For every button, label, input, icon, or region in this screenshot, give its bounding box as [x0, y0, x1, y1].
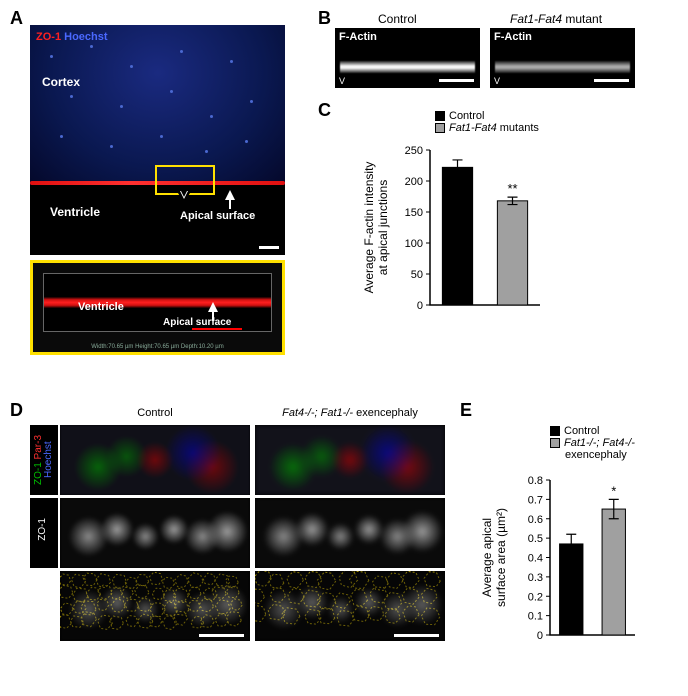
- zoom-apical-label: Apical surface: [163, 317, 231, 328]
- svg-text:0: 0: [417, 300, 423, 312]
- D-ctrl-merge: [60, 425, 250, 495]
- svg-text:0.6: 0.6: [528, 514, 543, 526]
- scalebar: [259, 246, 279, 249]
- svg-text:0.3: 0.3: [528, 572, 543, 584]
- apical-label: Apical surface: [180, 210, 255, 222]
- D-side-zo1: ZO-1: [30, 498, 58, 568]
- svg-text:200: 200: [405, 176, 423, 188]
- svg-text:0.8: 0.8: [528, 475, 543, 487]
- stain-label: ZO-1 Hoechst: [36, 31, 108, 43]
- svg-text:Average apicalsurface area (µm: Average apicalsurface area (µm²): [480, 508, 508, 607]
- D-side-merge: ZO-1 Par-3 Hoechst: [30, 425, 58, 495]
- cortex-label: Cortex: [42, 75, 80, 89]
- D-mut-zo1: [255, 498, 445, 568]
- scalebar: [394, 634, 439, 637]
- svg-text:0: 0: [537, 630, 543, 642]
- svg-text:150: 150: [405, 207, 423, 219]
- v-label: V: [494, 76, 500, 86]
- D-mut-merge: [255, 425, 445, 495]
- factin-label: F-Actin: [494, 31, 532, 43]
- D-mut-trace: [255, 571, 445, 641]
- E-legend: Control Fat1-/-; Fat4-/- exencephaly: [550, 425, 635, 461]
- panel-A-label: A: [10, 8, 23, 29]
- D-control-title: Control: [60, 407, 250, 419]
- B-control-image: F-Actin V: [335, 28, 480, 88]
- svg-text:0.1: 0.1: [528, 611, 543, 623]
- panel-B-label: B: [318, 8, 331, 29]
- panel-E-label: E: [460, 400, 472, 421]
- svg-text:0.5: 0.5: [528, 533, 543, 545]
- svg-text:0.7: 0.7: [528, 494, 543, 506]
- B-mutant-image: F-Actin V: [490, 28, 635, 88]
- D-ctrl-zo1: [60, 498, 250, 568]
- B-control-title: Control: [378, 12, 417, 26]
- svg-text:**: **: [507, 181, 517, 196]
- B-mutant-title: Fat1-Fat4 mutant: [510, 12, 602, 26]
- svg-text:50: 50: [411, 269, 423, 281]
- panel-D-label: D: [10, 400, 23, 421]
- svg-text:0.2: 0.2: [528, 591, 543, 603]
- D-mutant-title: Fat4-/-; Fat1-/- exencephaly: [255, 407, 445, 419]
- arrow-apical-icon: [225, 190, 235, 200]
- factin-label: F-Actin: [339, 31, 377, 43]
- C-legend: Control Fat1-Fat4 mutants: [435, 110, 539, 134]
- zoom-arrow-icon: [208, 302, 218, 312]
- svg-text:Average F-actin intensityat ap: Average F-actin intensityat apical junct…: [362, 162, 390, 294]
- svg-text:250: 250: [405, 145, 423, 157]
- scalebar: [199, 634, 244, 637]
- svg-text:0.4: 0.4: [528, 553, 543, 565]
- C-chart-svg: 0 50 100 150 200 250 ** Average F-actin intensi…: [335, 110, 635, 320]
- panel-C-label: C: [318, 100, 331, 121]
- zoom-ventricle-label: Ventricle: [78, 301, 124, 313]
- zoom-dimensions: Width:70.65 µm Height:70.65 µm Depth:10.…: [43, 344, 272, 350]
- svg-text:100: 100: [405, 238, 423, 250]
- scalebar: [594, 79, 629, 82]
- panel-A-main-image: ZO-1 Hoechst Cortex Ventricle Apical sur…: [30, 25, 285, 255]
- svg-text:*: *: [611, 483, 616, 498]
- v-label: V: [339, 76, 345, 86]
- scalebar: [439, 79, 474, 82]
- panel-E-chart: Control Fat1-/-; Fat4-/- exencephaly 0 0.…: [470, 425, 680, 650]
- D-ctrl-trace: [60, 571, 250, 641]
- panel-C-chart: Control Fat1-Fat4 mutants 0 50 100 150 200 25…: [335, 110, 635, 320]
- panel-A-zoom-image: Ventricle Apical surface Width:70.65 µm …: [30, 260, 285, 355]
- ventricle-label: Ventricle: [50, 205, 100, 219]
- zoom-scalebar-red: [192, 328, 242, 330]
